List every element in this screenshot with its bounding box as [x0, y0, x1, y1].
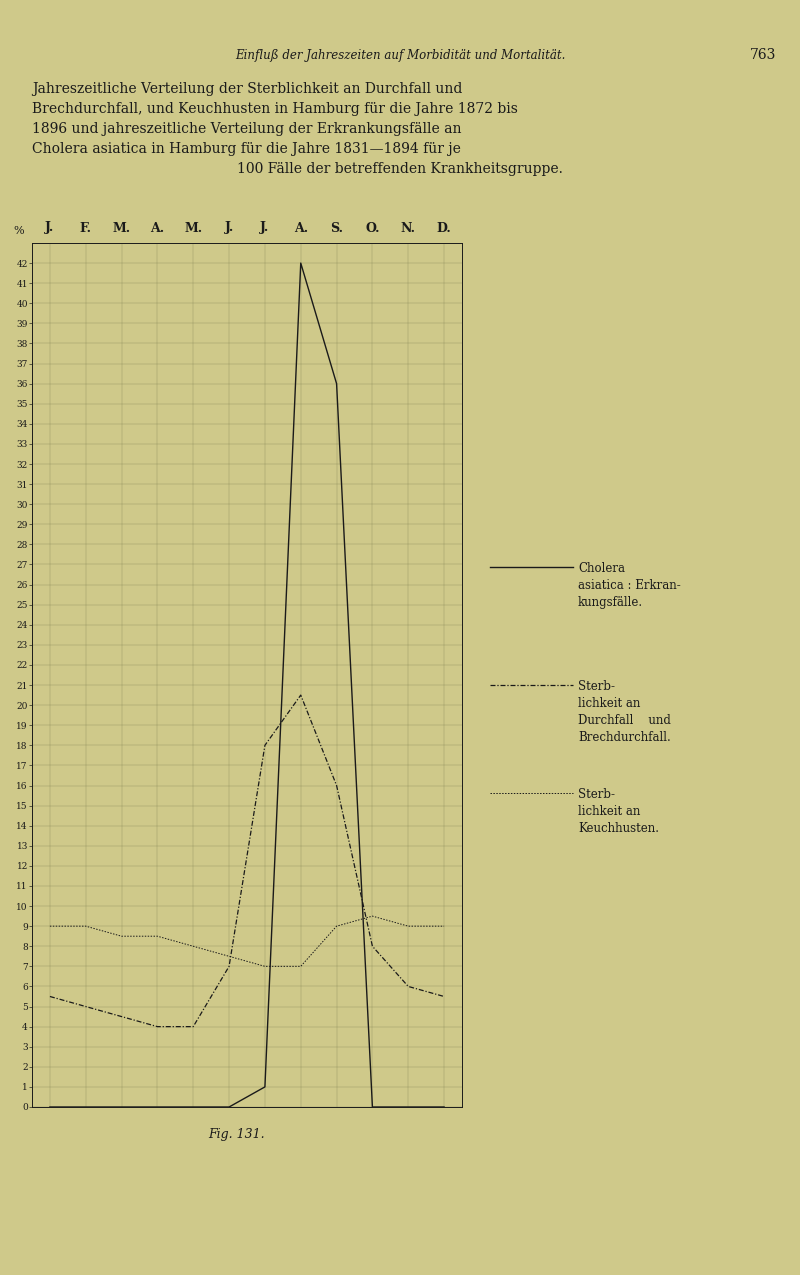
- Text: 763: 763: [750, 48, 776, 62]
- Text: Brechdurchfall.: Brechdurchfall.: [578, 731, 670, 745]
- Text: O.: O.: [365, 222, 380, 235]
- Text: lichkeit an: lichkeit an: [578, 697, 640, 710]
- Text: Cholera asiatica in Hamburg für die Jahre 1831—1894 für je: Cholera asiatica in Hamburg für die Jahr…: [32, 142, 461, 156]
- Text: F.: F.: [80, 222, 92, 235]
- Text: A.: A.: [150, 222, 165, 235]
- Text: Fig. 131.: Fig. 131.: [208, 1128, 264, 1141]
- Text: 1896 und jahreszeitliche Verteilung der Erkrankungsfälle an: 1896 und jahreszeitliche Verteilung der …: [32, 122, 462, 136]
- Text: Jahreszeitliche Verteilung der Sterblichkeit an Durchfall und: Jahreszeitliche Verteilung der Sterblich…: [32, 82, 462, 96]
- Text: J.: J.: [46, 222, 54, 235]
- Text: D.: D.: [437, 222, 451, 235]
- Text: Keuchhusten.: Keuchhusten.: [578, 822, 659, 835]
- Text: Einfluß der Jahreszeiten auf Morbidität und Mortalität.: Einfluß der Jahreszeiten auf Morbidität …: [235, 48, 565, 61]
- Text: kungsfälle.: kungsfälle.: [578, 595, 643, 609]
- Text: J.: J.: [260, 222, 270, 235]
- Text: A.: A.: [294, 222, 308, 235]
- Text: N.: N.: [401, 222, 416, 235]
- Text: Durchfall    und: Durchfall und: [578, 714, 671, 727]
- Text: Cholera: Cholera: [578, 562, 625, 575]
- Text: M.: M.: [113, 222, 130, 235]
- Text: %: %: [14, 226, 24, 236]
- Text: S.: S.: [330, 222, 343, 235]
- Text: Brechdurchfall, und Keuchhusten in Hamburg für die Jahre 1872 bis: Brechdurchfall, und Keuchhusten in Hambu…: [32, 102, 518, 116]
- Text: J.: J.: [225, 222, 234, 235]
- Text: Sterb-: Sterb-: [578, 680, 615, 694]
- Text: lichkeit an: lichkeit an: [578, 805, 640, 819]
- Text: 100 Fälle der betreffenden Krankheitsgruppe.: 100 Fälle der betreffenden Krankheitsgru…: [237, 162, 563, 176]
- Text: Sterb-: Sterb-: [578, 788, 615, 801]
- Text: asiatica : Erkran-: asiatica : Erkran-: [578, 579, 681, 592]
- Text: M.: M.: [184, 222, 202, 235]
